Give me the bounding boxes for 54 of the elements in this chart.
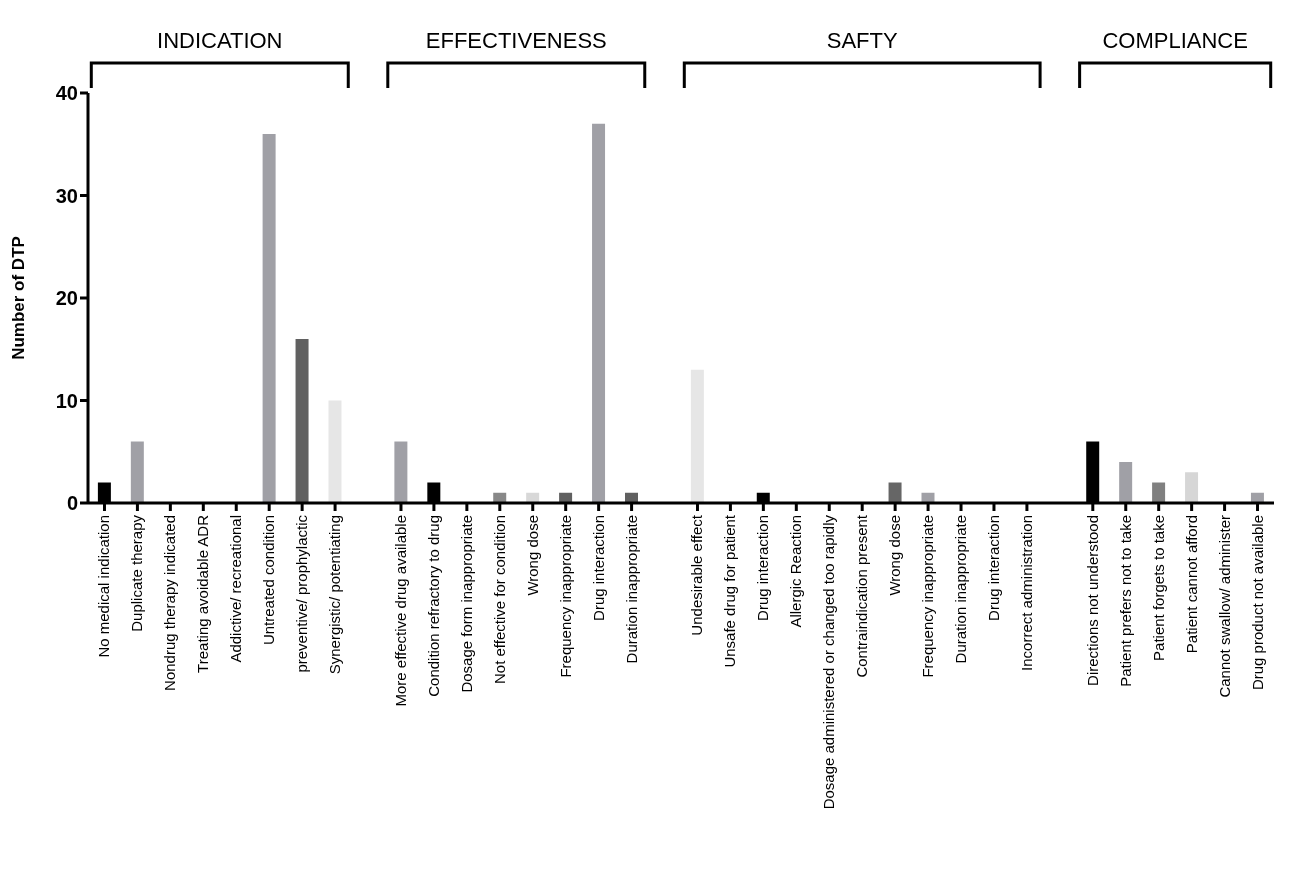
x-tick-label: Nondrug therapy indicated	[161, 515, 179, 691]
x-tick-label: Patient forgets to take	[1149, 515, 1167, 661]
y-tick-label: 10	[55, 389, 78, 412]
bar	[1185, 472, 1199, 503]
x-tick-label: Incorrect administration	[1017, 515, 1035, 671]
x-tick-label: Not effective for condition	[490, 515, 508, 684]
y-tick-label: 30	[55, 184, 78, 207]
x-tick-label: Frequency inappropriate	[556, 515, 574, 678]
bar	[592, 123, 606, 503]
x-tick-label: Cannot swallow/ administer	[1215, 515, 1233, 698]
x-tick-label: Duplicate therapy	[128, 514, 146, 632]
text: SAFTY	[826, 28, 898, 53]
x-tick-label: Addictive/ recreational	[227, 515, 245, 663]
y-tick-label: 0	[66, 492, 78, 515]
x-tick-label: Unsafe drug for patient	[721, 514, 739, 668]
x-tick-label: Untreated condition	[260, 515, 278, 646]
x-tick-label: No medical indication	[95, 515, 113, 658]
bar	[328, 400, 342, 503]
bar	[690, 369, 704, 503]
y-tick-label: 20	[55, 287, 78, 310]
bar	[1152, 482, 1166, 503]
x-tick-label: Duration inappropriate	[622, 515, 640, 664]
x-tick-label: More effective drug available	[391, 515, 409, 707]
x-tick-label: Duration inappropriate	[952, 515, 970, 664]
x-tick-label: Drug product not available	[1248, 515, 1266, 691]
bar	[262, 134, 276, 503]
bar	[295, 339, 309, 503]
bar	[888, 482, 902, 503]
x-tick-label: Dosage administered or changed too rapidly	[820, 514, 838, 810]
text: EFFECTIVENESS	[425, 28, 607, 53]
x-tick-label: Drug interaction	[754, 515, 772, 621]
y-axis-title: Number of DTP	[9, 236, 29, 360]
x-tick-label: Frequency inappropriate	[919, 515, 937, 678]
text: COMPLIANCE	[1102, 28, 1248, 53]
x-tick-label: Undesirable effect	[688, 514, 706, 636]
x-tick-label: Wrong dose	[886, 515, 904, 596]
x-tick-label: Patient cannot afford	[1182, 515, 1200, 654]
bar	[130, 441, 144, 503]
text: INDICATION	[157, 28, 283, 53]
x-tick-label: Condition refractory to drug	[424, 515, 442, 697]
x-tick-label: Contraindication present	[853, 514, 871, 678]
x-tick-label: Dosage form inappropriate	[457, 515, 475, 693]
x-tick-label: Directions not understood	[1083, 515, 1101, 686]
x-tick-label: Treating avoidable ADR	[194, 514, 212, 673]
x-tick-label: Patient prefers not to take	[1116, 515, 1134, 687]
bar	[394, 441, 408, 503]
x-tick-label: Wrong dose	[523, 515, 541, 596]
x-tick-label: Drug interaction	[589, 515, 607, 621]
x-tick-label: preventive/ prophylactic	[293, 514, 311, 673]
y-tick-label: 40	[55, 82, 78, 105]
x-tick-label: Allergic Reaction	[787, 515, 805, 628]
bar	[1119, 462, 1133, 503]
x-tick-label: Synergistic/ potentiating	[326, 515, 344, 675]
x-tick-label: Drug interaction	[984, 515, 1002, 621]
